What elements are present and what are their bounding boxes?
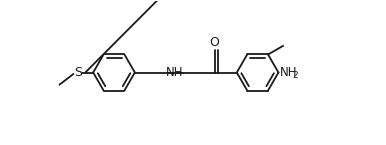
Text: O: O bbox=[210, 36, 220, 49]
Text: 2: 2 bbox=[292, 71, 298, 80]
Text: S: S bbox=[74, 66, 82, 79]
Text: NH: NH bbox=[166, 66, 184, 79]
Text: NH: NH bbox=[280, 66, 298, 79]
